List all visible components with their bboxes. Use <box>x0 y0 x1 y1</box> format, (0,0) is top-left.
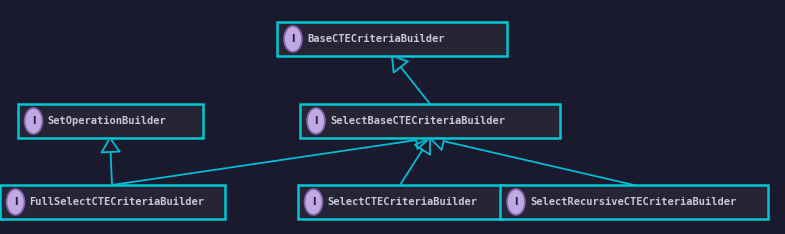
Ellipse shape <box>305 189 323 215</box>
Text: I: I <box>514 197 518 207</box>
FancyBboxPatch shape <box>277 22 507 56</box>
FancyBboxPatch shape <box>20 106 205 140</box>
Ellipse shape <box>307 108 325 134</box>
Text: SelectBaseCTECriteriaBuilder: SelectBaseCTECriteriaBuilder <box>330 116 505 126</box>
FancyBboxPatch shape <box>502 187 770 221</box>
Text: I: I <box>14 197 17 207</box>
Ellipse shape <box>284 26 302 52</box>
Text: SetOperationBuilder: SetOperationBuilder <box>48 116 166 126</box>
FancyBboxPatch shape <box>2 187 227 221</box>
Text: I: I <box>31 116 35 126</box>
Text: SelectRecursiveCTECriteriaBuilder: SelectRecursiveCTECriteriaBuilder <box>530 197 736 207</box>
FancyBboxPatch shape <box>17 104 203 138</box>
FancyBboxPatch shape <box>302 106 562 140</box>
Text: BaseCTECriteriaBuilder: BaseCTECriteriaBuilder <box>307 34 444 44</box>
Text: I: I <box>291 34 294 44</box>
FancyBboxPatch shape <box>500 185 768 219</box>
Text: I: I <box>314 116 318 126</box>
FancyBboxPatch shape <box>279 24 509 58</box>
Ellipse shape <box>6 189 24 215</box>
FancyBboxPatch shape <box>300 104 560 138</box>
Ellipse shape <box>507 189 525 215</box>
Ellipse shape <box>24 108 42 134</box>
Text: FullSelectCTECriteriaBuilder: FullSelectCTECriteriaBuilder <box>30 197 205 207</box>
FancyBboxPatch shape <box>300 187 505 221</box>
FancyBboxPatch shape <box>298 185 502 219</box>
FancyBboxPatch shape <box>0 185 225 219</box>
Text: SelectCTECriteriaBuilder: SelectCTECriteriaBuilder <box>327 197 477 207</box>
Text: I: I <box>312 197 316 207</box>
